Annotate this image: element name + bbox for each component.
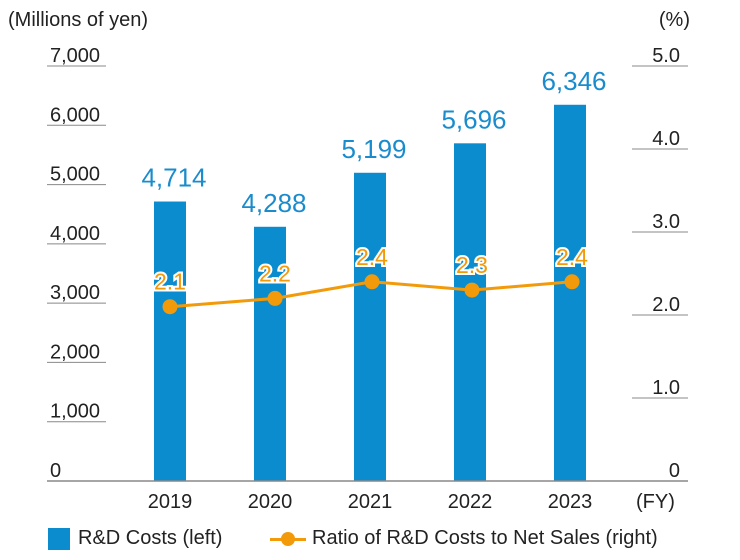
x-tick-label: 2023 [548, 491, 593, 513]
bar [154, 201, 186, 481]
ratio-point [564, 274, 580, 290]
left-tick-label: 4,000 [50, 223, 100, 245]
bar-value-labels: 4,714 4,288 5,199 5,696 6,346 [141, 66, 606, 218]
right-tick-label: 1.0 [652, 377, 680, 399]
left-tick-label: 1,000 [50, 401, 100, 423]
ratio-point [364, 274, 380, 290]
left-tick-label: 0 [50, 460, 61, 482]
ratio-value-label: 2.4 [556, 244, 588, 270]
ratio-point [267, 290, 283, 306]
x-tick-label: 2021 [348, 491, 393, 513]
bar [354, 172, 386, 482]
bar-value-label: 6,346 [541, 66, 606, 96]
legend: R&D Costs (left) Ratio of R&D Costs to N… [0, 527, 740, 559]
bar-value-label: 4,288 [241, 188, 306, 218]
bar [554, 104, 586, 481]
legend-item-line: Ratio of R&D Costs to Net Sales (right) [270, 527, 658, 550]
bar-value-label: 5,696 [441, 104, 506, 134]
x-tick-label: 2019 [148, 491, 193, 513]
rd-costs-chart: (Millions of yen) (%) (FY) 0 1,000 2,000 3,… [8, 9, 690, 513]
legend-line-swatch [270, 528, 306, 550]
right-tick-label: 3.0 [652, 211, 680, 233]
legend-bar-swatch [48, 527, 70, 550]
bar-value-label: 5,199 [341, 134, 406, 164]
legend-bar-label: R&D Costs (left) [78, 527, 223, 549]
ratio-value-label: 2.4 [356, 244, 388, 270]
left-tick-label: 6,000 [50, 104, 100, 126]
bar-series [154, 104, 586, 482]
legend-item-bar: R&D Costs (left) [48, 527, 222, 550]
ratio-point [464, 282, 480, 298]
ratio-point [162, 299, 178, 315]
ratio-value-label: 2.1 [154, 269, 186, 295]
left-axis-unit-label: (Millions of yen) [8, 9, 148, 31]
right-axis-ticks: 0 1.0 2.0 3.0 4.0 5.0 [632, 45, 688, 482]
left-axis-ticks: 0 1,000 2,000 3,000 4,000 5,000 6,000 7,000 [47, 45, 106, 482]
ratio-value-label: 2.2 [259, 260, 291, 286]
left-tick-label: 3,000 [50, 282, 100, 304]
right-axis-unit-label: (%) [659, 9, 690, 31]
x-axis-ticks: 2019 2020 2021 2022 2023 [148, 491, 593, 513]
right-tick-label: 5.0 [652, 45, 680, 67]
left-tick-label: 2,000 [50, 341, 100, 363]
right-tick-label: 2.0 [652, 294, 680, 316]
bar [454, 143, 486, 481]
left-tick-label: 7,000 [50, 45, 100, 67]
right-tick-label: 4.0 [652, 128, 680, 150]
left-tick-label: 5,000 [50, 164, 100, 186]
line-value-labels: 2.1 2.2 2.4 2.3 2.4 [152, 242, 590, 297]
legend-line-label: Ratio of R&D Costs to Net Sales (right) [312, 527, 658, 549]
ratio-value-label: 2.3 [456, 252, 488, 278]
line-series [162, 274, 580, 315]
x-tick-label: 2022 [448, 491, 493, 513]
right-tick-label: 0 [669, 460, 680, 482]
x-tick-label: 2020 [248, 491, 293, 513]
bar-value-label: 4,714 [141, 163, 206, 193]
bar [254, 226, 286, 481]
x-axis-unit-label: (FY) [636, 491, 675, 513]
